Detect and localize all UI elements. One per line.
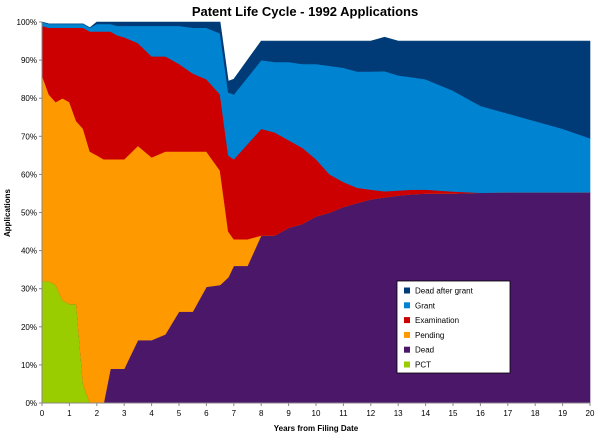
legend-swatch [404, 361, 410, 368]
x-tick-label: 10 [312, 409, 321, 418]
legend-swatch [404, 302, 410, 309]
x-tick-label: 5 [177, 409, 182, 418]
x-tick-label: 13 [394, 409, 403, 418]
y-tick-label: 50% [21, 209, 37, 218]
x-tick-label: 9 [286, 409, 291, 418]
x-tick-label: 7 [232, 409, 237, 418]
legend-label: Dead after grant [415, 287, 474, 296]
y-tick-label: 20% [21, 323, 37, 332]
x-tick-label: 2 [95, 409, 100, 418]
y-tick-label: 0% [25, 399, 37, 408]
legend-label: Examination [415, 316, 459, 325]
x-tick-label: 15 [449, 409, 458, 418]
legend-box [396, 280, 511, 374]
x-tick-label: 18 [531, 409, 540, 418]
x-tick-label: 19 [558, 409, 567, 418]
x-tick-label: 4 [149, 409, 154, 418]
y-tick-label: 80% [21, 94, 37, 103]
legend: Dead after grant Grant Examination Pending D… [396, 280, 511, 374]
y-tick-label: 10% [21, 361, 37, 370]
x-tick-label: 14 [421, 409, 430, 418]
x-tick-label: 6 [204, 409, 209, 418]
x-tick-label: 17 [503, 409, 512, 418]
legend-label: Dead [415, 346, 434, 355]
legend-label: PCT [415, 361, 431, 370]
y-tick-label: 100% [17, 18, 37, 27]
y-tick-label: 70% [21, 132, 37, 141]
x-tick-label: 16 [476, 409, 485, 418]
x-tick-label: 11 [339, 409, 348, 418]
legend-swatch [404, 317, 410, 324]
x-tick-label: 0 [40, 409, 45, 418]
y-tick-label: 30% [21, 285, 37, 294]
area-dead-after-grant [41, 21, 591, 139]
x-tick-label: 20 [586, 409, 595, 418]
axes: 0%10%20%30%40%50%60%70%80%90%100%0 1 2 3 4 5 6… [17, 18, 595, 418]
y-tick-label: 60% [21, 170, 37, 179]
x-tick-label: 12 [366, 409, 375, 418]
y-tick-label: 40% [21, 247, 37, 256]
legend-swatch [404, 346, 410, 353]
x-tick-label: 3 [122, 409, 127, 418]
x-tick-label: 1 [67, 409, 72, 418]
y-tick-label: 90% [21, 56, 37, 65]
legend-swatch [404, 287, 410, 294]
legend-label: Grant [415, 301, 436, 310]
x-tick-label: 8 [259, 409, 264, 418]
legend-swatch [404, 331, 410, 338]
x-axis-label: Years from Filing Date [274, 424, 359, 433]
chart-title: Patent Life Cycle - 1992 Applications [192, 4, 418, 19]
y-axis-label: Applications [3, 188, 12, 237]
legend-label: Pending [415, 331, 444, 340]
